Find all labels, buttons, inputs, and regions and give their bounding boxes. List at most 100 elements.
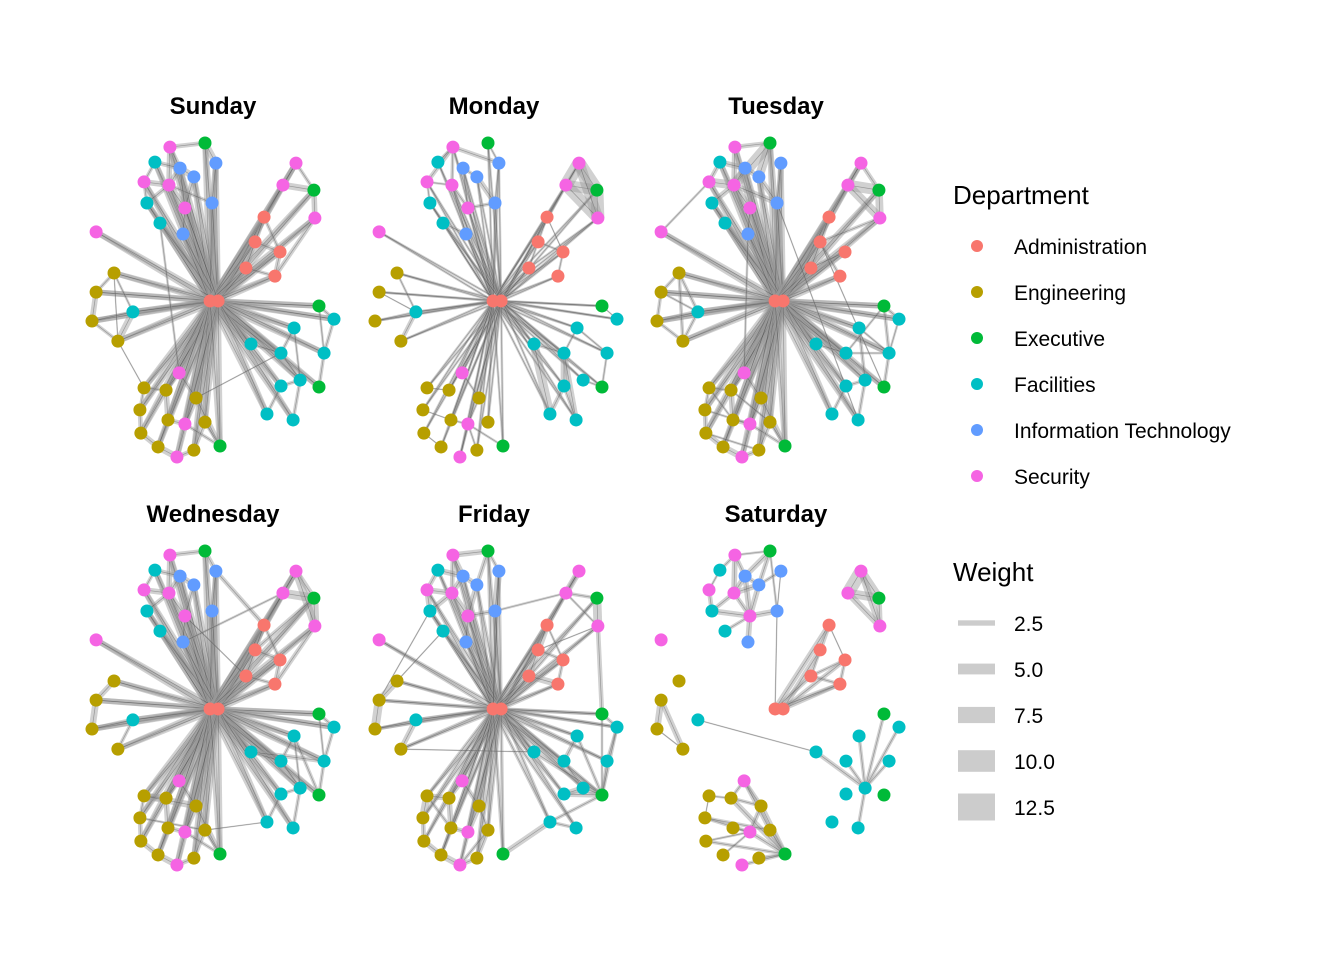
edge-hub-spoke <box>215 299 270 416</box>
edge-hub-spoke <box>491 596 599 711</box>
node-security <box>178 609 192 623</box>
edge-hub-spoke <box>425 589 495 710</box>
edge-hub-spoke <box>500 300 578 421</box>
edge-hub-spoke-core <box>782 251 846 302</box>
edge-hub-spoke-core <box>178 300 219 374</box>
node-facilities <box>569 821 583 835</box>
node-engineering <box>416 811 430 825</box>
edge-hub-spoke-core <box>209 592 284 710</box>
edge <box>291 379 302 421</box>
edge-hub-spoke-core <box>217 189 315 302</box>
edge-hub-spoke <box>742 167 778 302</box>
edge-hub-spoke <box>475 300 503 451</box>
edge-hub-spoke-core <box>167 708 219 829</box>
edge-hub-spoke-core <box>678 272 776 302</box>
node-security <box>178 417 192 431</box>
facet-title-tuesday: Tuesday <box>728 93 824 120</box>
edge-hub-spoke <box>180 232 213 303</box>
node-engineering <box>85 722 99 736</box>
edge-core <box>660 291 699 313</box>
edge-hub-spoke-core <box>782 267 812 302</box>
edge-hub-spoke <box>499 596 599 711</box>
edge-hub-spoke-core <box>193 300 211 451</box>
node-facilities <box>126 713 140 727</box>
edge-hub-spoke-core <box>462 168 502 302</box>
node-engineering <box>111 742 125 756</box>
edge-hub-spoke-core <box>176 300 211 458</box>
node-information-technology <box>752 170 766 184</box>
edge-hub-spoke <box>174 708 213 866</box>
edge-hub-spoke-core <box>774 202 778 301</box>
edge-hub-spoke-core <box>492 708 535 753</box>
edge-hub-spoke-core <box>749 207 776 302</box>
edge-core <box>660 181 710 233</box>
edge-hub-spoke-core <box>117 708 211 750</box>
node-engineering <box>702 381 716 395</box>
edge-hub-spoke-core <box>492 184 567 302</box>
edge-hub-spoke-core <box>704 300 776 411</box>
edge-core <box>293 735 320 796</box>
edge <box>660 291 699 314</box>
node-facilities <box>600 754 614 768</box>
edge-hub-spoke <box>207 610 215 709</box>
node-executive <box>590 183 604 197</box>
node-engineering <box>434 848 448 862</box>
edge-hub-spoke <box>166 592 213 710</box>
edge <box>452 144 500 166</box>
edge-hub-spoke <box>216 215 317 304</box>
edge-hub-spoke-core <box>379 699 502 710</box>
node-security <box>89 633 103 647</box>
edge-hub-spoke <box>421 300 503 411</box>
node-security <box>170 450 184 464</box>
edge-hub-spoke <box>182 708 213 833</box>
node-facilities <box>691 305 705 319</box>
legend-key-facilities <box>971 378 983 390</box>
edge-hub-spoke <box>460 708 503 782</box>
node-engineering <box>754 391 768 405</box>
edge-hub-spoke <box>772 183 851 303</box>
node-engineering <box>107 674 121 688</box>
edge <box>748 830 787 856</box>
node-facilities <box>286 413 300 427</box>
edge-hub-spoke-core <box>195 300 219 399</box>
legend-label-executive: Executive <box>1014 328 1105 351</box>
edge-hub-spoke-core <box>492 659 564 710</box>
edge-hub-spoke-core <box>500 300 608 354</box>
edge-hub-spoke-core <box>210 300 335 320</box>
edge-hub-spoke <box>449 300 495 421</box>
edge <box>656 309 699 324</box>
edge-hub-spoke-core <box>217 300 325 354</box>
node-facilities <box>691 713 705 727</box>
edge-hub-spoke <box>477 708 503 807</box>
edge <box>776 571 782 612</box>
node-administration <box>804 261 818 275</box>
edge-hub-spoke <box>216 623 317 712</box>
edge-hub-spoke-core <box>500 241 539 302</box>
node-facilities <box>852 729 866 743</box>
node-security <box>89 225 103 239</box>
node-security <box>445 586 459 600</box>
edge-core <box>705 432 759 451</box>
edge-hub-spoke <box>486 300 503 423</box>
edge-hub-spoke-core <box>209 163 217 301</box>
edge-hub-spoke <box>492 707 578 738</box>
edge-core <box>459 829 489 866</box>
edge-hub-spoke-core <box>462 576 502 710</box>
node-executive <box>213 439 227 453</box>
edge-core <box>502 821 551 855</box>
node-security <box>289 564 303 578</box>
edge <box>774 610 778 709</box>
edge-hub-spoke-core <box>168 184 211 302</box>
node-engineering <box>716 848 730 862</box>
edge-hub-spoke <box>191 176 213 302</box>
edge-hub-spoke-core <box>782 300 860 329</box>
edge-hub-spoke <box>400 299 502 343</box>
edge-hub-spoke <box>177 575 213 710</box>
edge-hub-spoke-core <box>217 659 281 710</box>
node-administration <box>822 210 836 224</box>
edge <box>493 162 501 204</box>
node-facilities <box>718 216 732 230</box>
edge-hub-spoke-core <box>461 708 494 781</box>
edge-hub-spoke-core <box>462 168 494 302</box>
edge-hub-spoke <box>216 706 321 798</box>
